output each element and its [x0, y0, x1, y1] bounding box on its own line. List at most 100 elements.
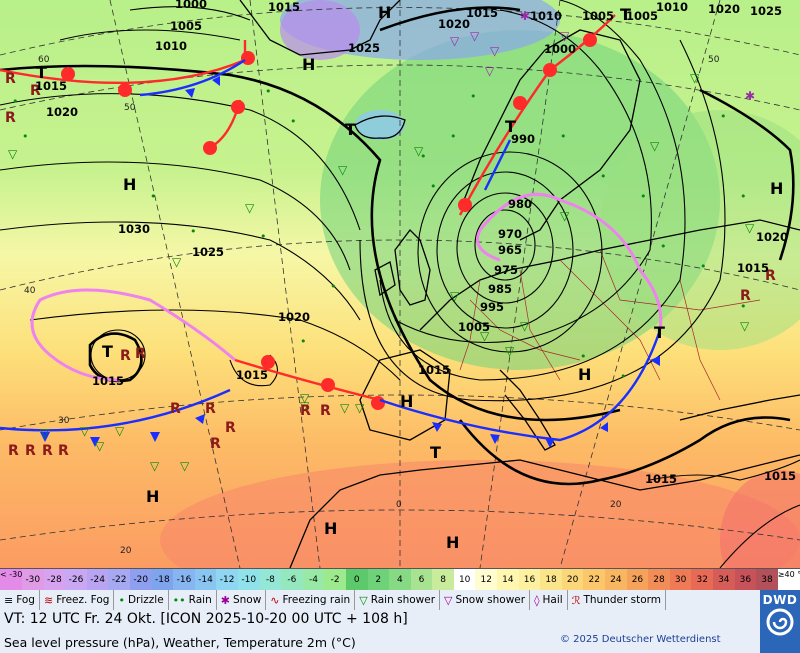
isobar-label: 985: [488, 282, 512, 296]
svg-text:▽: ▽: [650, 139, 660, 153]
svg-text:R: R: [5, 110, 16, 126]
legend-item: • Drizzle: [114, 590, 169, 610]
isobar-label: 1025: [348, 41, 380, 55]
svg-text:▽: ▽: [414, 144, 424, 158]
very-cold-area: [280, 0, 360, 60]
coastlines: [239, 0, 800, 568]
svg-text:▽: ▽: [450, 34, 460, 48]
temp-scale-cell: -18: [151, 569, 174, 591]
info-panel: VT: 12 UTC Fr. 24 Okt. [ICON 2025-10-20 …: [0, 610, 760, 653]
legend-item: ▽ Rain shower: [355, 590, 441, 610]
isobar-label: 1020: [438, 17, 470, 31]
weather-symbols: ••• ••• ••• ••• ••• ••• • •• •• ▽▽▽ ▽▽▽ ▽…: [5, 9, 776, 473]
isobar-label: 1015: [92, 374, 124, 388]
svg-text:R: R: [170, 401, 181, 417]
svg-text:•: •: [740, 300, 747, 313]
isobar-label: 1015: [764, 469, 796, 483]
isobar-label: 1015: [737, 261, 769, 275]
svg-text:▽: ▽: [450, 289, 460, 303]
svg-text:▽: ▽: [740, 319, 750, 333]
legend-label: Snow shower: [455, 594, 526, 606]
temp-scale-cell: -2: [324, 569, 346, 591]
legend-symbol-icon: ▽: [359, 593, 368, 607]
svg-text:R: R: [120, 348, 131, 364]
temp-scale-cell: -28: [43, 569, 66, 591]
svg-text:•: •: [720, 110, 727, 123]
svg-text:•: •: [450, 130, 457, 143]
lat-label: 60: [38, 55, 50, 65]
high-center: H: [123, 175, 136, 194]
isobar-label: 1020: [708, 2, 740, 16]
svg-text:▽: ▽: [355, 401, 365, 415]
svg-text:▽: ▽: [490, 44, 500, 58]
lat-labels: 60 50 40 30 20 20 0 50: [24, 55, 720, 556]
map-description: Sea level pressure (hPa), Weather, Tempe…: [4, 635, 356, 650]
isobar-label: 970: [498, 227, 522, 241]
isobar-label: 1010: [530, 9, 562, 23]
isobar-label: 995: [480, 300, 504, 314]
svg-text:▽: ▽: [180, 459, 190, 473]
temp-scale-cell: 30: [669, 569, 692, 591]
temp-scale-cell: 10: [453, 569, 476, 591]
temp-scale-cell: -8: [259, 569, 282, 591]
low-center: T: [102, 342, 113, 361]
svg-text:▽: ▽: [300, 391, 310, 405]
svg-text:▽: ▽: [80, 424, 90, 438]
isobar-label: 965: [498, 243, 522, 257]
isobar-label: 1005: [170, 19, 202, 33]
legend-symbol-icon: ≋: [43, 593, 54, 607]
svg-text:R: R: [5, 71, 16, 87]
dwd-logo-text: DWD: [762, 593, 798, 607]
dwd-spiral-icon: [766, 608, 794, 636]
legend-symbol-icon: •: [118, 593, 125, 607]
pressure-centers: H H H H H H H H H T T T T T T T: [36, 3, 783, 552]
temp-scale-cell: -30: [22, 569, 44, 591]
temp-scale-cell: -22: [108, 569, 130, 591]
legend-symbol-icon: ℛ: [571, 593, 581, 607]
isobar-label: 1015: [645, 472, 677, 486]
legend-item: ∿ Freezing rain: [266, 590, 356, 610]
temp-scale-cell: 16: [518, 569, 541, 591]
svg-text:▽: ▽: [485, 64, 495, 78]
high-center: H: [578, 365, 591, 384]
isobar-label: 1010: [656, 0, 688, 14]
temp-scale-cell: 6: [410, 569, 433, 591]
temp-scale-cell: 36: [734, 569, 757, 591]
dwd-logo: DWD: [760, 590, 800, 653]
svg-text:•: •: [560, 130, 567, 143]
legend-label: Freezing rain: [282, 594, 351, 606]
legend-label: Snow: [232, 594, 262, 606]
temp-scale-cell: 4: [389, 569, 411, 591]
svg-text:R: R: [8, 443, 19, 459]
legend-item: ℛ Thunder storm: [568, 590, 666, 610]
svg-text:R: R: [205, 401, 216, 417]
svg-text:▽: ▽: [300, 399, 310, 413]
svg-text:▽: ▽: [505, 344, 515, 358]
svg-text:•: •: [420, 150, 427, 163]
isobar-label: 990: [511, 132, 535, 146]
lat-lon-grid: [0, 0, 800, 568]
isobar-label: 1015: [466, 6, 498, 20]
temp-scale-cell: -12: [216, 569, 238, 591]
legend-symbol-icon: ▽: [444, 593, 453, 607]
temp-scale-cell: 14: [497, 569, 519, 591]
lat-label: 30: [58, 416, 70, 426]
weather-map-canvas: 60 50 40 30 20 20 0 50: [0, 0, 800, 568]
svg-text:▽: ▽: [115, 424, 125, 438]
temp-scale-cell: -16: [173, 569, 195, 591]
isobar-label: 1020: [278, 310, 310, 324]
svg-text:•: •: [290, 115, 297, 128]
isobar-label: 980: [508, 197, 532, 211]
svg-text:▽: ▽: [340, 401, 350, 415]
legend-symbol-icon: ✱: [220, 593, 230, 607]
svg-text:▽: ▽: [470, 29, 480, 43]
low-center: T: [505, 117, 516, 136]
temp-scale-cell: -26: [65, 569, 87, 591]
temp-scale-cell: 34: [713, 569, 735, 591]
temp-scale-cell: ≥40 °C: [777, 569, 800, 591]
temp-scale-cell: -20: [129, 569, 152, 591]
temp-scale-cell: 20: [561, 569, 584, 591]
temp-scale-cell: -10: [237, 569, 260, 591]
isobar-label: 975: [494, 263, 518, 277]
svg-text:•: •: [640, 190, 647, 203]
